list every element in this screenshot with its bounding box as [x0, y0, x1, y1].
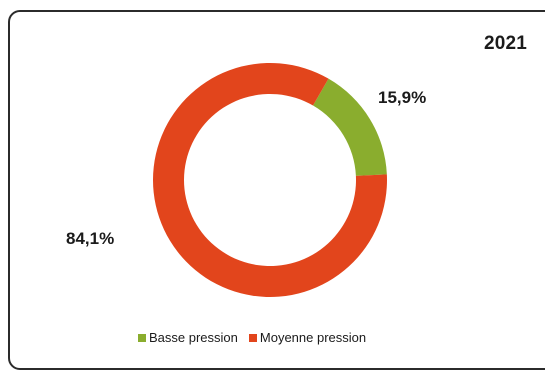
chart-title: 2021 — [484, 33, 528, 54]
legend-label-basse-pression: Basse pression — [149, 330, 238, 345]
legend-label-moyenne-pression: Moyenne pression — [259, 330, 367, 345]
legend-item-basse-pression: Basse pression — [138, 330, 238, 345]
legend-item-moyenne-pression: Moyenne pression — [248, 330, 367, 345]
slice-basse-pression — [313, 78, 387, 176]
legend-swatch-basse-pression — [138, 333, 146, 342]
donut-chart — [153, 63, 387, 297]
legend: Basse pression Moyenne pression — [138, 330, 377, 345]
data-label-basse-pression: 15,9% — [378, 88, 427, 107]
legend-swatch-moyenne-pression — [248, 333, 257, 342]
data-label-moyenne-pression: 84,1% — [66, 229, 115, 248]
